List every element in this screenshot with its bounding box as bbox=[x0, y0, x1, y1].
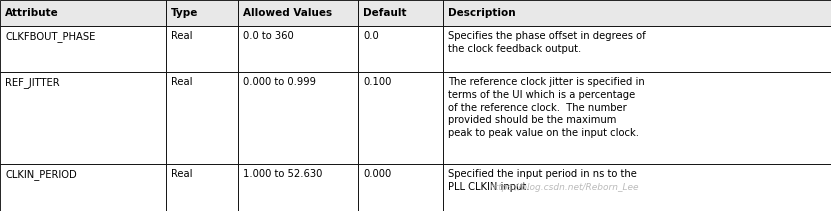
Text: Real: Real bbox=[171, 169, 193, 179]
Text: 0.0 to 360: 0.0 to 360 bbox=[243, 31, 293, 41]
Bar bbox=[0, 72, 166, 164]
Bar bbox=[238, 164, 358, 211]
Bar bbox=[443, 72, 831, 164]
Text: Real: Real bbox=[171, 77, 193, 87]
Text: Real: Real bbox=[171, 31, 193, 41]
Bar bbox=[166, 164, 238, 211]
Text: Specifies the phase offset in degrees of
the clock feedback output.: Specifies the phase offset in degrees of… bbox=[448, 31, 646, 54]
Text: The reference clock jitter is specified in
terms of the UI which is a percentage: The reference clock jitter is specified … bbox=[448, 77, 645, 138]
Bar bbox=[358, 72, 443, 164]
Text: 0.0: 0.0 bbox=[363, 31, 379, 41]
Bar bbox=[166, 26, 238, 72]
Text: 1.000 to 52.630: 1.000 to 52.630 bbox=[243, 169, 322, 179]
Bar bbox=[0, 26, 166, 72]
Text: Allowed Values: Allowed Values bbox=[243, 8, 332, 18]
Bar bbox=[0, 164, 166, 211]
Text: https://blog.csdn.net/Reborn_Lee: https://blog.csdn.net/Reborn_Lee bbox=[490, 183, 640, 192]
Text: Default: Default bbox=[363, 8, 406, 18]
Bar bbox=[358, 164, 443, 211]
Bar bbox=[443, 26, 831, 72]
Bar bbox=[358, 26, 443, 72]
Text: Type: Type bbox=[171, 8, 199, 18]
Bar bbox=[443, 0, 831, 26]
Bar bbox=[443, 164, 831, 211]
Bar bbox=[166, 72, 238, 164]
Text: 0.000 to 0.999: 0.000 to 0.999 bbox=[243, 77, 316, 87]
Text: CLKIN_PERIOD: CLKIN_PERIOD bbox=[5, 169, 76, 180]
Text: REF_JITTER: REF_JITTER bbox=[5, 77, 60, 88]
Bar bbox=[238, 0, 358, 26]
Bar bbox=[358, 0, 443, 26]
Bar bbox=[166, 0, 238, 26]
Text: 0.000: 0.000 bbox=[363, 169, 391, 179]
Text: Description: Description bbox=[448, 8, 515, 18]
Text: Specified the input period in ns to the
PLL CLKIN input.: Specified the input period in ns to the … bbox=[448, 169, 637, 192]
Text: Attribute: Attribute bbox=[5, 8, 59, 18]
Text: CLKFBOUT_PHASE: CLKFBOUT_PHASE bbox=[5, 31, 96, 42]
Text: 0.100: 0.100 bbox=[363, 77, 391, 87]
Bar bbox=[238, 72, 358, 164]
Bar bbox=[238, 26, 358, 72]
Bar bbox=[0, 0, 166, 26]
